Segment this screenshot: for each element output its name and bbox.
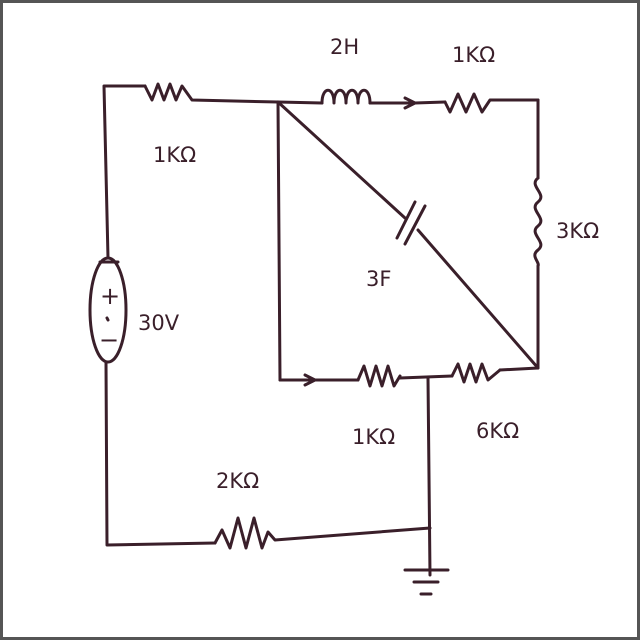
capacitor-plate-b	[403, 204, 427, 246]
ground-symbol	[403, 568, 450, 596]
resistor-middle-left	[356, 364, 402, 388]
label-capacitor: 3F	[366, 267, 391, 291]
wire-top-to-inductor	[276, 100, 324, 105]
resistor-bottom	[213, 516, 432, 550]
wire-left-top	[102, 84, 147, 260]
wire-inner-left	[276, 100, 282, 382]
wire-middle-junction	[398, 374, 454, 380]
label-resistor-middle-left: 1KΩ	[352, 425, 395, 449]
inductor-coil	[320, 88, 372, 105]
wire-ground-vertical	[426, 376, 432, 577]
wire-left-bottom	[104, 360, 217, 547]
source-minus-sign: −	[99, 326, 119, 354]
label-inductor: 2H	[330, 35, 359, 59]
label-resistor-left-top: 1KΩ	[153, 143, 196, 167]
wire-diagonal-lower	[416, 228, 540, 370]
resistor-right	[533, 176, 543, 268]
resistor-top-right	[443, 92, 540, 114]
label-resistor-middle-right: 6KΩ	[476, 419, 519, 443]
label-resistor-top-right: 1KΩ	[452, 43, 495, 67]
source-plus-sign: +	[100, 282, 120, 310]
voltage-source	[88, 256, 128, 364]
wire-right-lower	[498, 264, 540, 372]
label-source-voltage: 30V	[138, 311, 180, 335]
resistor-middle-right	[450, 362, 502, 384]
capacitor-plate-a	[395, 200, 417, 240]
wire-inductor-to-resistor	[368, 96, 447, 110]
wire-diagonal-upper	[276, 100, 407, 220]
label-resistor-bottom: 2KΩ	[216, 469, 259, 493]
wire-middle-left	[278, 373, 360, 387]
resistor-left-top	[143, 82, 280, 104]
label-resistor-right: 3KΩ	[556, 219, 599, 243]
